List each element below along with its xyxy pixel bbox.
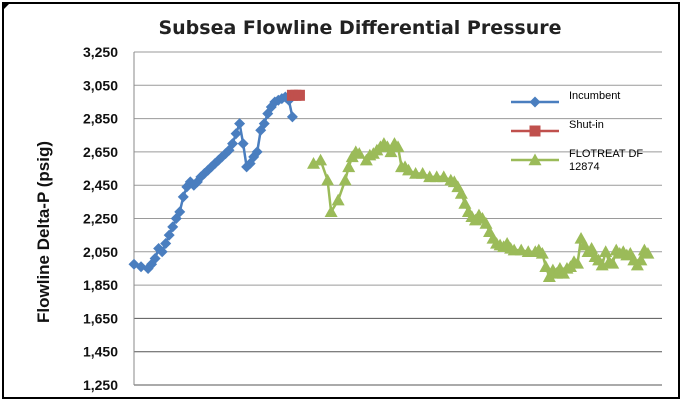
y-tick-label: 2,250 bbox=[83, 211, 118, 227]
data-point bbox=[535, 246, 549, 259]
data-point bbox=[163, 229, 175, 241]
gridlines bbox=[133, 51, 662, 386]
data-point bbox=[479, 216, 493, 229]
data-point bbox=[156, 246, 168, 258]
data-point bbox=[230, 128, 242, 140]
data-point bbox=[342, 160, 356, 173]
data-point bbox=[539, 260, 553, 272]
data-point bbox=[634, 253, 648, 266]
data-point bbox=[251, 146, 263, 158]
y-tick-label: 2,050 bbox=[83, 244, 118, 260]
data-point bbox=[177, 191, 189, 203]
series-triangle bbox=[307, 137, 655, 282]
legend-item: Shut-in bbox=[511, 119, 604, 137]
data-point bbox=[595, 258, 609, 271]
data-point bbox=[458, 197, 472, 209]
data-point bbox=[585, 241, 599, 254]
data-point bbox=[641, 246, 655, 259]
data-point bbox=[307, 157, 321, 169]
y-tick-label: 2,850 bbox=[83, 111, 118, 127]
legend-swatch-marker bbox=[529, 125, 541, 137]
legend-swatch-marker bbox=[529, 96, 541, 108]
data-point bbox=[149, 252, 161, 264]
data-point bbox=[255, 124, 267, 136]
y-tick-label: 3,050 bbox=[83, 77, 118, 93]
chart-title: Subsea Flowline Differential Pressure bbox=[158, 17, 561, 39]
data-point bbox=[416, 167, 430, 179]
y-tick-label: 1,450 bbox=[83, 344, 118, 360]
data-point bbox=[321, 173, 335, 186]
data-point bbox=[384, 145, 398, 158]
data-point bbox=[338, 173, 352, 186]
data-point bbox=[352, 147, 366, 159]
data-point bbox=[234, 118, 246, 130]
y-tick-labels: 1,250 1,450 1,650 1,850 2,050 2,250 2,450 2,650… bbox=[83, 44, 118, 393]
data-point bbox=[258, 118, 270, 130]
data-point bbox=[160, 237, 172, 249]
data-point bbox=[599, 245, 613, 257]
y-tick-label: 1,650 bbox=[83, 310, 118, 326]
data-point bbox=[454, 187, 468, 199]
data-point bbox=[606, 256, 620, 269]
legend-item: Incumbent bbox=[511, 90, 620, 108]
data-point bbox=[542, 270, 556, 282]
data-point bbox=[324, 205, 338, 218]
data-point bbox=[286, 111, 298, 123]
data-point bbox=[331, 193, 345, 206]
y-tick-label: 3,250 bbox=[83, 44, 118, 60]
series-diamond bbox=[128, 91, 298, 274]
legend-label: Shut-in bbox=[569, 119, 604, 131]
y-axis-label: Flowline Delta-P (psig) bbox=[34, 141, 53, 323]
data-point bbox=[402, 163, 416, 176]
y-tick-label: 1,850 bbox=[83, 277, 118, 293]
y-tick-label: 1,250 bbox=[83, 377, 118, 393]
legend-label: 12874 bbox=[569, 161, 600, 173]
data-point bbox=[314, 153, 328, 166]
data-point bbox=[437, 170, 451, 183]
data-point bbox=[174, 206, 186, 218]
legend-label: Incumbent bbox=[569, 90, 620, 102]
legend-swatch-marker bbox=[528, 153, 542, 166]
legend-label: FLOTREAT DF bbox=[569, 148, 643, 160]
series-group bbox=[128, 89, 655, 282]
data-point bbox=[293, 89, 305, 101]
data-point bbox=[237, 138, 249, 150]
corner-marker bbox=[3, 3, 10, 10]
data-point bbox=[167, 221, 179, 233]
series-square bbox=[286, 89, 305, 101]
data-point bbox=[391, 140, 405, 153]
y-tick-label: 2,450 bbox=[83, 177, 118, 193]
data-point bbox=[227, 138, 239, 150]
y-tick-label: 2,650 bbox=[83, 144, 118, 160]
data-point bbox=[571, 256, 585, 269]
